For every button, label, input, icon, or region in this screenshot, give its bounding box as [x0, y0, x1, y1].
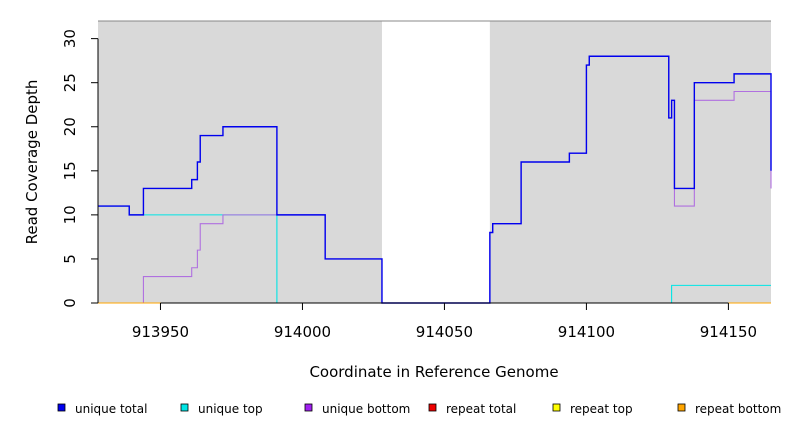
- y-tick-label-15: 15: [61, 161, 79, 180]
- y-tick-label-20: 20: [61, 117, 79, 136]
- y-tick-label-5: 5: [61, 254, 79, 264]
- y-tick-label-30: 30: [61, 29, 79, 48]
- x-tick-label-913950: 913950: [132, 323, 189, 341]
- legend-label-repeat-total: repeat total: [446, 402, 516, 416]
- legend-label-repeat-bottom: repeat bottom: [695, 402, 781, 416]
- x-tick-label-914000: 914000: [274, 323, 331, 341]
- y-tick-label-0: 0: [61, 298, 79, 308]
- legend-swatch-unique-total: [57, 403, 66, 412]
- legend: unique total unique top unique bottom repea…: [57, 402, 781, 416]
- y-axis-title: Read Coverage Depth: [23, 80, 41, 245]
- legend-swatch-unique-bottom: [304, 403, 313, 412]
- legend-swatch-repeat-total: [428, 403, 437, 412]
- x-axis-title: Coordinate in Reference Genome: [309, 363, 558, 381]
- legend-label-unique-total: unique total: [75, 402, 147, 416]
- legend-swatch-repeat-top: [552, 403, 561, 412]
- y-tick-label-10: 10: [61, 205, 79, 224]
- x-tick-label-914150: 914150: [700, 323, 757, 341]
- coverage-gap-0: [381, 21, 490, 303]
- legend-swatch-repeat-bottom: [677, 403, 686, 412]
- legend-label-repeat-top: repeat top: [570, 402, 633, 416]
- y-tick-label-25: 25: [61, 73, 79, 92]
- legend-label-unique-top: unique top: [198, 402, 263, 416]
- x-tick-label-914100: 914100: [558, 323, 615, 341]
- x-tick-label-914050: 914050: [416, 323, 473, 341]
- legend-swatch-unique-top: [180, 403, 189, 412]
- axes-layer: 0 5 10 15 20 25 30 913950 914000 914050 914100 9141…: [61, 29, 757, 341]
- series-unique-total: [98, 55, 772, 304]
- legend-label-unique-bottom: unique bottom: [322, 402, 410, 416]
- plot-background: [98, 20, 771, 303]
